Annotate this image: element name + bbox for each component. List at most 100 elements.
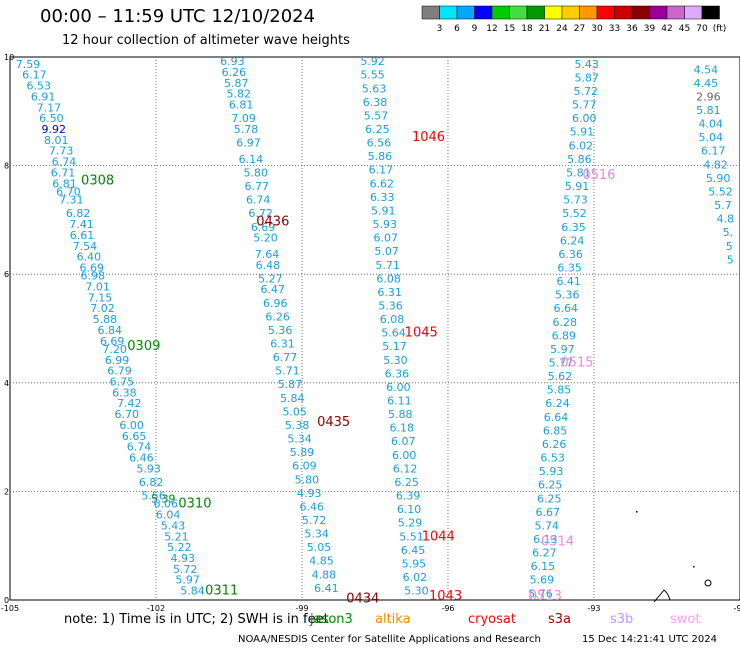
- wave-height-value: 5.69: [530, 574, 555, 587]
- wave-height-value: 6.07: [391, 435, 416, 448]
- wave-height-value: 7.42: [117, 397, 142, 410]
- colorbar-label: 27: [574, 24, 585, 34]
- wave-height-value: 6.38: [363, 96, 388, 109]
- wave-height-value: 6.93: [220, 55, 245, 68]
- x-tick-label: -99: [295, 604, 308, 613]
- plot-grid: [10, 57, 740, 600]
- wave-height-value: 5.71: [375, 259, 400, 272]
- wave-height-value: 5.05: [282, 405, 307, 418]
- wave-height-value: 5.87: [278, 378, 303, 391]
- plot-border: [9, 56, 740, 601]
- x-tick-label: -102: [147, 604, 165, 613]
- wave-height-value: 5.72: [573, 85, 598, 98]
- wave-height-value: 7.41: [69, 218, 94, 231]
- colorbar-swatch: [684, 5, 703, 20]
- wave-height-value: 5.39: [151, 492, 176, 505]
- pass-time-label: 0310: [178, 497, 211, 512]
- wave-height-value: 6.00: [572, 112, 597, 125]
- wave-height-value: 5.36: [555, 289, 580, 302]
- wave-height-value: 6.26: [265, 310, 290, 323]
- wave-height-value: 6.70: [56, 185, 81, 198]
- wave-height-value: 6.91: [31, 90, 56, 103]
- wave-height-value: 7.64: [255, 248, 280, 261]
- colorbar-label: 9: [472, 24, 478, 34]
- wave-height-value: 5.93: [136, 462, 161, 475]
- satellite-legend-item: altika: [375, 612, 411, 627]
- wave-height-value: 6.82: [139, 476, 164, 489]
- pass-time-label: 0434: [346, 592, 379, 607]
- wave-height-value: 6.71: [51, 166, 76, 179]
- wave-height-value: 5.84: [280, 392, 305, 405]
- pass-time-label: 0515: [560, 356, 593, 371]
- x-tick-label: -105: [1, 604, 19, 613]
- colorbar-legend: 3 6 9 12 15 18 21 24 27 30 33 36 39 42 45 70 (ft): [421, 5, 726, 34]
- wave-height-value: 6.74: [52, 156, 77, 169]
- colorbar-label: 70: [696, 24, 708, 34]
- wave-height-value: 6.33: [370, 191, 395, 204]
- pass-time-labels: 0308 0309 0310 0311 0436 0435 0434 1046 1045 1044…: [81, 130, 615, 607]
- wave-height-value: 5.04: [699, 131, 724, 144]
- wave-height-value: 5.97: [175, 574, 200, 587]
- wave-height-value: 6.72: [248, 207, 273, 220]
- colorbar-label: 18: [521, 24, 533, 34]
- pass-time-label: 0309: [127, 339, 160, 354]
- wave-height-value: 5.55: [360, 69, 385, 82]
- wave-height-value: 7.15: [88, 291, 113, 304]
- wave-height-value: 5.91: [565, 180, 590, 193]
- pass-time-label: 0514: [541, 535, 574, 550]
- wave-height-value: 6.82: [66, 207, 91, 220]
- wave-height-value: 5.29: [398, 517, 423, 530]
- wave-height-value: 5.84: [180, 585, 205, 598]
- wave-height-value: 6.31: [377, 286, 402, 299]
- wave-height-value: 4.45: [694, 77, 719, 90]
- wave-height-value: 6.17: [22, 69, 47, 82]
- wave-height-value: 5.87: [224, 77, 249, 90]
- wave-height-value: 6.00: [386, 381, 411, 394]
- pass-time-label: 0308: [81, 174, 114, 189]
- colorbar-swatch: [579, 5, 598, 20]
- wave-height-value: 6.97: [236, 137, 261, 150]
- wave-height-value: 5.30: [404, 585, 429, 598]
- y-tick-label: 0: [4, 596, 9, 605]
- wave-height-value: 6.38: [112, 386, 137, 399]
- wave-height-value: 5.88: [388, 408, 413, 421]
- wave-height-value: 5.05: [307, 541, 332, 554]
- wave-height-value: 5.34: [304, 528, 329, 541]
- colorbar-label: 36: [626, 24, 638, 34]
- wave-height-value: 6.24: [545, 397, 570, 410]
- wave-height-value: 5.38: [285, 419, 310, 432]
- wave-height-value: 7.01: [85, 280, 110, 293]
- wave-height-value: 5.87: [574, 71, 599, 84]
- wave-height-value: 5.80: [295, 473, 320, 486]
- wave-height-value: 5.81: [696, 104, 721, 117]
- wave-height-value: 6.13: [533, 533, 558, 546]
- wave-height-value: 6.64: [544, 411, 569, 424]
- wave-height-value: 4.93: [171, 552, 196, 565]
- axis-ticks: -105 -102 -99 -96 -93 -90 0 2 4 6 8 10: [1, 53, 740, 613]
- wave-height-value: 7.73: [49, 145, 74, 158]
- footer-note: note: 1) Time is in UTC; 2) SWH is in fe…: [64, 612, 329, 627]
- pass-time-label: 1045: [405, 326, 438, 341]
- wave-height-value: 6.28: [553, 316, 578, 329]
- wave-height-value: 4.8: [717, 213, 735, 226]
- wave-height-value: 6.98: [80, 270, 105, 283]
- colorbar-swatch: [491, 5, 510, 20]
- y-tick-label: 4: [4, 379, 9, 388]
- wave-height-value: 5.: [723, 226, 734, 239]
- wave-height-value: 6.53: [540, 452, 565, 465]
- wave-height-value: 5.86: [368, 150, 393, 163]
- wave-height-value: 5.86: [567, 153, 592, 166]
- wave-height-value: 5.91: [570, 126, 595, 139]
- wave-height-value: 6.15: [531, 560, 556, 573]
- colorbar-swatch: [509, 5, 528, 20]
- colorbar-label: 33: [609, 24, 620, 34]
- wave-height-value: 4.04: [699, 118, 724, 131]
- wave-height-value: 5.64: [381, 327, 406, 340]
- wave-height-value: 6.25: [365, 123, 390, 136]
- wave-height-value: 6.81: [52, 177, 77, 190]
- wave-height-value: 6.17: [701, 145, 726, 158]
- wave-height-value: 7.59: [16, 58, 41, 71]
- wave-height-value: 6.26: [222, 66, 247, 79]
- pass-time-label: 0516: [582, 168, 615, 183]
- wave-height-value: 5.07: [374, 245, 399, 258]
